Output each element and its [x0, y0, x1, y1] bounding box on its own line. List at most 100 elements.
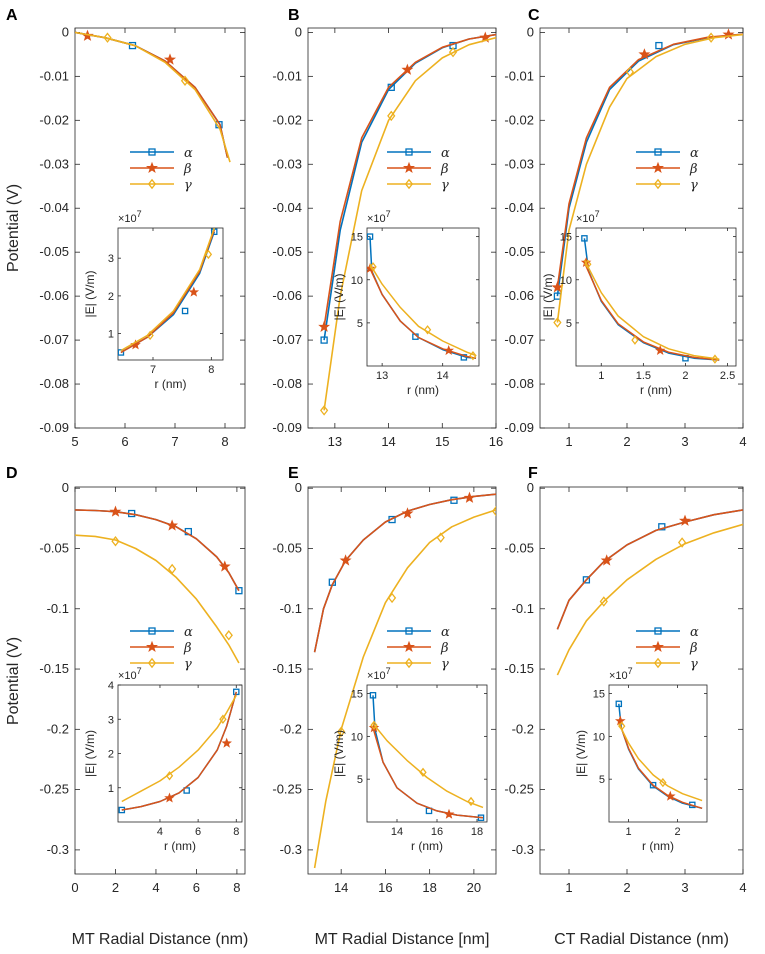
panel-f-xtick-label: 3	[681, 880, 688, 895]
panel-d-inset-series-star-line	[121, 691, 238, 811]
panel-f-legend-label: γ	[690, 657, 698, 672]
panel-f-legend-label: β	[689, 641, 698, 656]
panel-d-ytick-label: -0.25	[39, 782, 69, 797]
panel-c-xtick-label: 1	[565, 434, 572, 449]
panel-d-series-star-marker	[218, 560, 231, 572]
panel-e-series-star-marker	[463, 491, 476, 503]
panel-a-inset-xtick-label: 8	[208, 364, 214, 376]
panel-e-plot	[313, 491, 496, 869]
panel-c-series-star-marker	[638, 48, 651, 60]
panel-d-inset-series-diamond-marker	[165, 771, 174, 781]
panel-b-legend-label: α	[441, 146, 450, 161]
panel-b-series-diamond-marker	[387, 110, 396, 122]
panel-a-inset-series-square-marker	[181, 307, 189, 315]
panel-f-letter: F	[528, 465, 538, 482]
panel-d-inset-ytick-label: 2	[108, 749, 114, 761]
panel-d-xlabel: MT Radial Distance (nm)	[72, 931, 249, 948]
panel-b-inset-frame	[366, 227, 480, 367]
panel-a-inset-xtick-label: 7	[150, 364, 156, 376]
panel-e-inset-series-square-marker	[369, 692, 377, 699]
panel-a-inset-xlabel: r (nm)	[155, 377, 187, 391]
panel-b-inset-axes: 13 14 5 10 15	[351, 227, 480, 382]
panel-e-ytick-label: -0.25	[272, 782, 302, 797]
panel-b-inset-ytick-label: 10	[351, 275, 363, 287]
panel-f-series-diamond-marker	[599, 596, 608, 607]
ylabel-row-2: Potential (V)	[5, 637, 22, 725]
panel-d-series-diamond-marker	[111, 535, 120, 547]
panel-c-ytick-label: 0	[527, 24, 534, 39]
panel-d-inset-xlabel: r (nm)	[164, 839, 196, 853]
panel-b-xtick-label: 13	[328, 434, 342, 449]
panel-a-inset-series-diamond-marker	[146, 330, 154, 341]
panel-f-inset-frame	[608, 684, 708, 823]
panel-b-xtick-label: 15	[435, 434, 449, 449]
panel-a-inset-ylabel: |E| (V/m)	[83, 271, 97, 318]
panel-a-series-diamond-marker	[103, 32, 112, 43]
panel-f-series-star-marker	[600, 554, 613, 566]
panel-d-inset-exponent-power: 7	[137, 666, 142, 676]
panel-e-letter: E	[288, 465, 299, 482]
panel-a-inset-plot	[118, 228, 218, 356]
panel-e-ytick-label: -0.2	[280, 721, 302, 736]
panel-b-inset-ytick-label: 15	[351, 232, 363, 244]
panel-c-legend-label: γ	[690, 178, 698, 193]
panel-b-inset-series-diamond-marker	[423, 325, 432, 335]
panel-e-series-diamond-marker	[436, 532, 445, 543]
panel-d-inset-plot	[118, 688, 240, 814]
panel-f-plot	[556, 509, 743, 676]
panel-c-letter: C	[528, 7, 540, 24]
panel-e-inset-series-star-line	[372, 727, 484, 819]
panel-f-inset-series-star-line	[618, 720, 703, 810]
panel-b-ytick-label: -0.03	[272, 156, 302, 171]
panel-e-inset-series-diamond-line	[372, 723, 484, 809]
panel-a-xtick-label: 6	[121, 434, 128, 449]
panel-c-ytick-label: -0.06	[504, 288, 534, 303]
panel-c-series-diamond-marker	[706, 32, 716, 43]
panel-d-series-star-marker	[109, 505, 122, 517]
panel-e-inset-series-diamond-marker	[419, 767, 427, 778]
panel-c-inset-series-diamond-marker	[711, 354, 719, 364]
panel-d-series-star-marker	[166, 519, 179, 531]
panel-c-legend-marker	[654, 148, 662, 156]
panel-a-legend-marker	[147, 178, 157, 190]
panel-e-series-diamond-marker	[337, 726, 346, 737]
panel-d: D 0 2 4 6 8 0 -0.05 -0.1 -0.15 -0.2 -0.25 -0.3 MT Rad…	[6, 465, 248, 948]
panel-f-inset-series-diamond-marker	[659, 777, 667, 788]
panel-b-inset-xlabel: r (nm)	[407, 383, 439, 397]
panel-e-xtick-label: 14	[334, 880, 348, 895]
panel-f-series-square-marker	[658, 523, 666, 531]
panel-b-ytick-label: 0	[295, 24, 302, 39]
panel-f-inset-plot	[614, 700, 703, 810]
panel-f-series-star-marker	[678, 514, 692, 526]
panel-e-legend-marker	[404, 657, 414, 669]
panel-c-inset-axes: 1 1.5 2 2.5 5 10 15	[560, 227, 737, 382]
panel-e-legend-label: α	[441, 625, 450, 640]
panel-f-inset-ytick-label: 15	[593, 689, 605, 701]
panel-d-xtick-label: 0	[71, 880, 78, 895]
panel-e: E 14 16 18 20 0 -0.05 -0.1 -0.15 -0.2 -0.25 -0.3 MT …	[272, 465, 497, 948]
panel-e-inset-frame	[366, 684, 488, 823]
panel-a-inset-series-star-marker	[188, 286, 200, 297]
panel-d-inset-xtick-label: 8	[233, 826, 239, 838]
panel-d-plot	[75, 505, 243, 664]
panel-e-inset-axes: 14 16 18 5 10 15	[351, 684, 488, 838]
panel-f-xlabel: CT Radial Distance (nm)	[554, 931, 729, 948]
panel-a-ytick-label: -0.05	[39, 244, 69, 259]
panel-f-inset-series-diamond-marker	[618, 721, 626, 731]
panel-a-inset-series-diamond-marker	[204, 249, 213, 260]
panel-d-inset-series-square-marker	[183, 787, 190, 794]
panel-b-inset-plot	[367, 233, 477, 361]
panel-c-inset-series-square-marker	[581, 235, 588, 242]
panel-b-inset-exponent-power: 7	[386, 209, 391, 219]
panel-d-inset-ylabel: |E| (V/m)	[83, 730, 97, 777]
panel-c-xtick-label: 2	[623, 434, 630, 449]
panel-c-inset-series-diamond-marker	[584, 259, 592, 269]
panel-c-inset-xlabel: r (nm)	[640, 383, 672, 397]
panel-f-series-diamond-line	[556, 523, 743, 676]
panel-c-series-diamond-line	[556, 33, 743, 323]
panel-d-inset-xtick-label: 4	[157, 826, 163, 838]
panel-c-inset-series-star-marker	[654, 344, 666, 356]
panel-a-ytick-label: 0	[62, 24, 69, 39]
panel-d-series-diamond-line	[75, 534, 240, 664]
